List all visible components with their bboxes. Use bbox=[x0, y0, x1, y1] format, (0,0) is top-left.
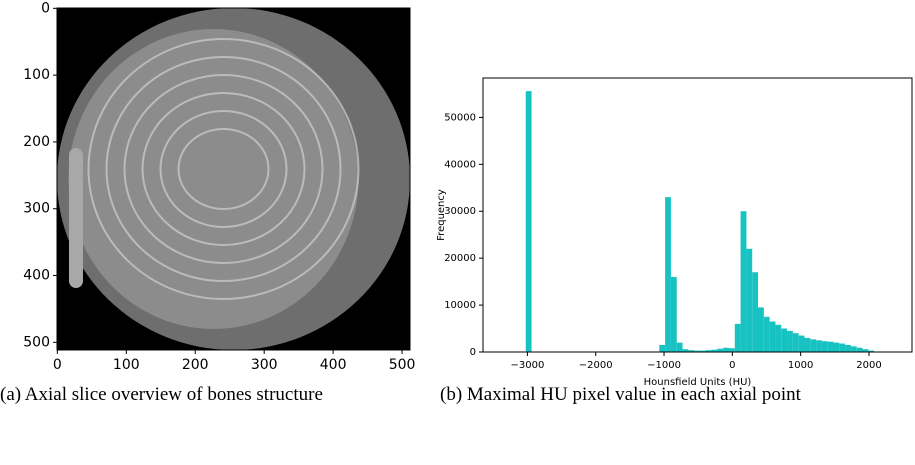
axes-frame bbox=[482, 77, 913, 353]
histogram-bar bbox=[810, 339, 817, 352]
x-tick-label: 0 bbox=[729, 360, 735, 371]
y-tick-label: 30000 bbox=[444, 206, 476, 217]
histogram-bar bbox=[763, 316, 770, 352]
caption: (a) Axial slice overview of bones struct… bbox=[0, 384, 323, 405]
x-tick-label: −3000 bbox=[510, 360, 544, 371]
histogram-bar bbox=[676, 342, 683, 352]
x-tick-label: −2000 bbox=[579, 360, 613, 371]
x-tick-label: 100 bbox=[113, 357, 140, 373]
axes-frame bbox=[56, 7, 411, 351]
histogram-bar bbox=[833, 342, 840, 352]
histogram-bar bbox=[688, 350, 695, 352]
y-tick-label: 500 bbox=[23, 334, 50, 350]
histogram-bar bbox=[868, 350, 875, 352]
histogram-bar bbox=[740, 211, 747, 352]
histogram-bar bbox=[705, 350, 712, 352]
histogram-bar bbox=[781, 328, 788, 352]
histogram-bar bbox=[711, 349, 718, 352]
y-tick-label: 0 bbox=[470, 347, 476, 358]
histogram-bar bbox=[734, 323, 741, 352]
histogram-bar bbox=[746, 248, 753, 352]
histogram-bar bbox=[699, 350, 706, 352]
histogram-bar bbox=[752, 272, 759, 352]
y-tick-label: 100 bbox=[23, 67, 50, 83]
histogram-bar bbox=[694, 350, 700, 352]
y-tick-label: 50000 bbox=[444, 112, 476, 123]
y-tick-label: 300 bbox=[23, 201, 50, 217]
x-tick-label: 500 bbox=[389, 357, 416, 373]
image-bone bbox=[141, 92, 306, 246]
image-body bbox=[68, 29, 359, 329]
y-tick-label: 40000 bbox=[444, 159, 476, 170]
x-tick-label: 2000 bbox=[856, 360, 881, 371]
histogram-bar bbox=[758, 307, 764, 352]
histogram-bar bbox=[728, 348, 735, 352]
histogram-bar bbox=[723, 347, 729, 352]
histogram-bar bbox=[845, 344, 851, 352]
image-strip bbox=[69, 148, 83, 288]
histogram-bar bbox=[717, 348, 724, 352]
x-tick-label: −1000 bbox=[647, 360, 681, 371]
y-axis-label: Frequency bbox=[436, 189, 447, 241]
histogram-bar bbox=[792, 333, 799, 352]
histogram-bar bbox=[850, 346, 857, 352]
histogram-bar bbox=[804, 337, 811, 352]
histogram-bar bbox=[827, 341, 834, 352]
histogram-bar bbox=[775, 324, 782, 352]
histogram-bar bbox=[769, 321, 776, 352]
histogram-bar bbox=[816, 340, 822, 352]
image-bone bbox=[87, 38, 360, 300]
y-tick-label: 0 bbox=[41, 0, 50, 16]
x-axis-label: Hounsfield Units (HU) bbox=[644, 377, 752, 388]
histogram-bar bbox=[862, 349, 869, 352]
histogram-bar bbox=[659, 344, 666, 352]
histogram-bar bbox=[821, 341, 828, 352]
x-tick-label: 300 bbox=[251, 357, 278, 373]
histogram-bar bbox=[787, 330, 793, 352]
histogram-bar bbox=[856, 347, 863, 352]
x-tick-label: 400 bbox=[320, 357, 347, 373]
histogram-bar bbox=[670, 276, 677, 352]
y-tick-label: 200 bbox=[23, 134, 50, 150]
x-tick-label: 200 bbox=[182, 357, 209, 373]
image-bone bbox=[105, 56, 342, 282]
y-tick-label: 400 bbox=[23, 268, 50, 284]
y-tick-label: 10000 bbox=[444, 300, 476, 311]
image-bone bbox=[159, 110, 288, 228]
histogram-bar bbox=[525, 91, 532, 352]
histogram-bar bbox=[665, 197, 671, 352]
image-bone bbox=[123, 74, 324, 264]
histogram-bar bbox=[839, 343, 846, 352]
histogram-bar bbox=[798, 335, 805, 352]
x-tick-label: 0 bbox=[53, 357, 62, 373]
y-tick-label: 20000 bbox=[444, 253, 476, 264]
x-tick-label: 1000 bbox=[788, 360, 813, 371]
histogram-bar bbox=[682, 349, 689, 352]
caption: (b) Maximal HU pixel value in each axial… bbox=[440, 384, 801, 405]
image-bone bbox=[177, 128, 270, 210]
